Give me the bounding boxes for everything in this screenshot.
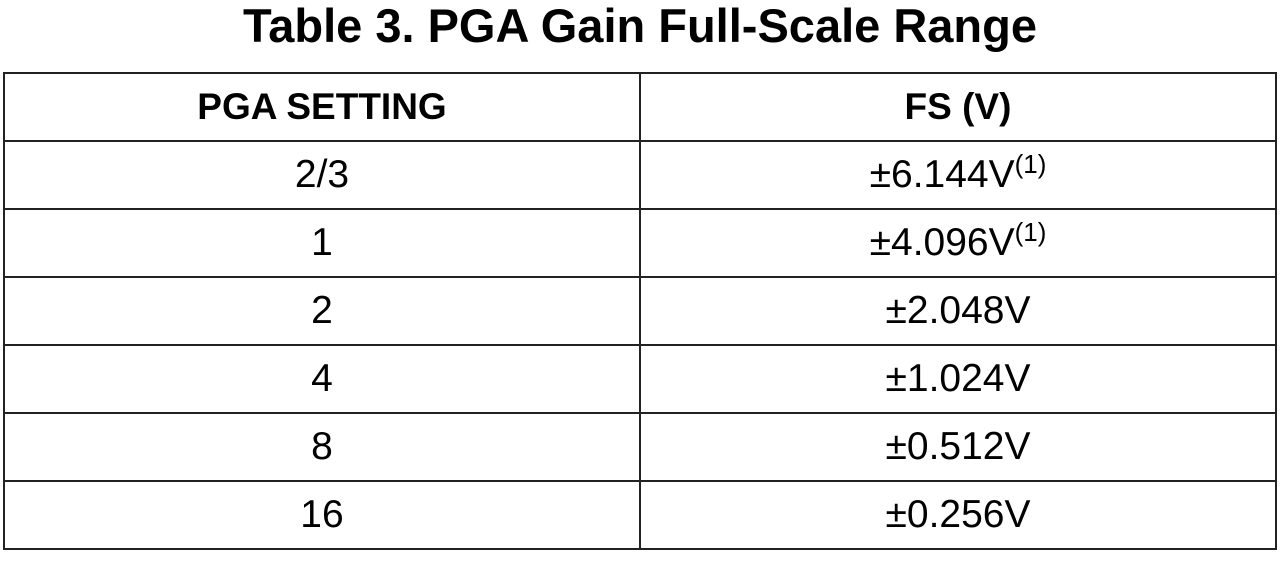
table-body: 2/3 ±6.144V(1) 1 ±4.096V(1) 2 ±2.048V 4 ±1.024V…	[3, 140, 1277, 550]
table-row: 16 ±0.256V	[3, 480, 1277, 550]
pga-setting-cell: 4	[3, 344, 641, 414]
fs-value: ±6.144V	[869, 153, 1015, 196]
table-row: 8 ±0.512V	[3, 412, 1277, 482]
fs-cell: ±0.512V	[639, 412, 1277, 482]
header-cell: FS (V)	[639, 72, 1277, 142]
table-row: 4 ±1.024V	[3, 344, 1277, 414]
pga-setting-cell: 16	[3, 480, 641, 550]
pga-setting-cell: 2/3	[3, 140, 641, 210]
table-row: 2/3 ±6.144V(1)	[3, 140, 1277, 210]
header-cell: PGA SETTING	[3, 72, 641, 142]
fs-value: ±1.024V	[885, 357, 1031, 400]
pga-setting-cell: 1	[3, 208, 641, 278]
table: PGA SETTING FS (V) 2/3 ±6.144V(1) 1 ±4.096V…	[3, 72, 1277, 550]
table-title: Table 3. PGA Gain Full-Scale Range	[243, 0, 1037, 52]
pga-setting-cell: 8	[3, 412, 641, 482]
table-row: 2 ±2.048V	[3, 276, 1277, 346]
pga-setting-cell: 2	[3, 276, 641, 346]
fs-cell: ±1.024V	[639, 344, 1277, 414]
fs-value: ±2.048V	[885, 289, 1031, 332]
header-row: PGA SETTING FS (V)	[3, 72, 1277, 142]
table-row: 1 ±4.096V(1)	[3, 208, 1277, 278]
fs-cell: ±0.256V	[639, 480, 1277, 550]
fs-cell: ±4.096V(1)	[639, 208, 1277, 278]
fs-value: ±0.256V	[885, 493, 1031, 536]
fs-cell: ±2.048V	[639, 276, 1277, 346]
fs-cell: ±6.144V(1)	[639, 140, 1277, 210]
fs-value: ±0.512V	[885, 425, 1031, 468]
fs-value: ±4.096V	[869, 221, 1015, 264]
footnote-mark: (1)	[1014, 149, 1047, 179]
footnote-mark: (1)	[1014, 217, 1047, 247]
